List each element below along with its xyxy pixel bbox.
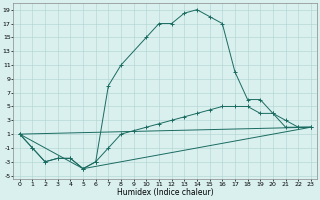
X-axis label: Humidex (Indice chaleur): Humidex (Indice chaleur) bbox=[117, 188, 214, 197]
